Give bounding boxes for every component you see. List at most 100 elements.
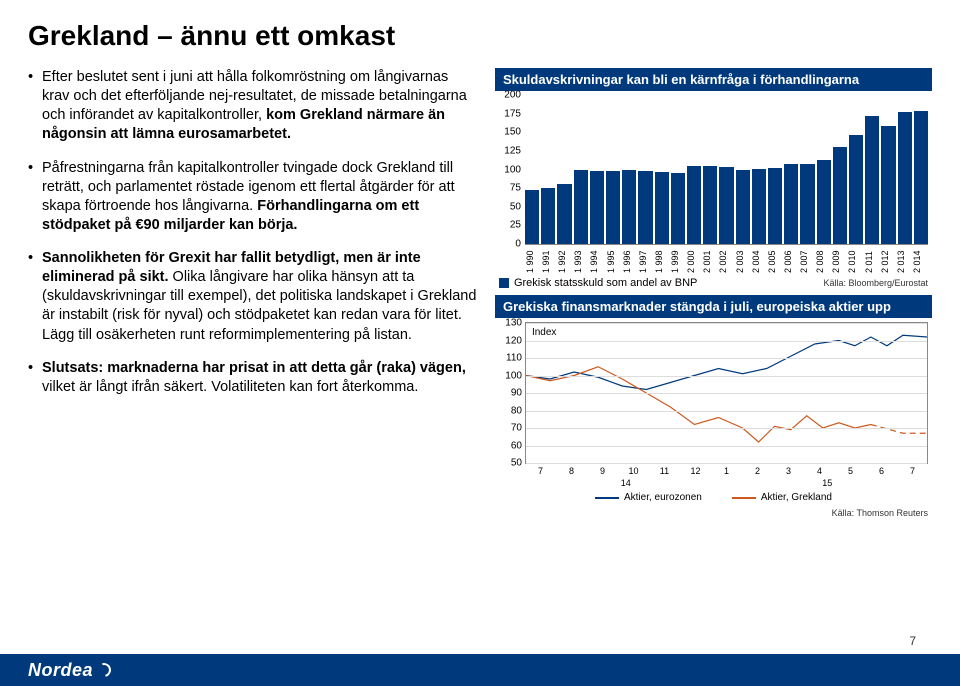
y-tick: 100 xyxy=(505,370,522,381)
bar xyxy=(655,172,669,244)
bullet-item: Efter beslutet sent i juni att hålla fol… xyxy=(28,68,477,145)
logo: Nordea xyxy=(28,660,111,681)
bullet-dot xyxy=(28,359,42,397)
page-number: 7 xyxy=(909,634,916,648)
chart1-source: Källa: Bloomberg/Eurostat xyxy=(823,278,928,288)
x-tick: 2 008 xyxy=(815,247,831,277)
page-title: Grekland – ännu ett omkast xyxy=(28,20,932,52)
x-tick: 1 999 xyxy=(670,247,686,277)
x-tick: 2 001 xyxy=(702,247,718,277)
bar-chart: 0255075100125150175200 1 9901 9911 9921 … xyxy=(495,95,932,285)
y-tick: 200 xyxy=(504,90,521,101)
bullet-item: Slutsats: marknaderna har prisat in att … xyxy=(28,359,477,397)
x-tick: 1 998 xyxy=(654,247,670,277)
bullet-dot xyxy=(28,249,42,345)
y-tick: 0 xyxy=(515,239,521,250)
bar xyxy=(865,116,879,244)
x-tick: 2 003 xyxy=(735,247,751,277)
x-tick: 2 009 xyxy=(831,247,847,277)
chart1-title: Skuldavskrivningar kan bli en kärnfråga … xyxy=(495,68,932,91)
x-tick: 7 xyxy=(525,466,556,476)
gridline xyxy=(526,428,927,429)
bar xyxy=(687,166,701,244)
x-tick: 12 xyxy=(680,466,711,476)
text-column: Efter beslutet sent i juni att hålla fol… xyxy=(28,68,477,512)
x-tick: 1 xyxy=(711,466,742,476)
gridline xyxy=(526,411,927,412)
gridline xyxy=(526,358,927,359)
x-tick: 1 995 xyxy=(606,247,622,277)
x-tick: 2 014 xyxy=(912,247,928,277)
footer-bar: Nordea xyxy=(0,654,960,686)
y-tick: 175 xyxy=(504,108,521,119)
y-tick: 25 xyxy=(510,220,521,231)
series-line xyxy=(526,367,871,442)
bar xyxy=(541,188,555,244)
x-tick: 1 993 xyxy=(573,247,589,277)
bar xyxy=(525,190,539,244)
bar xyxy=(736,170,750,244)
y-tick: 100 xyxy=(504,164,521,175)
slide: Grekland – ännu ett omkast Efter beslute… xyxy=(0,0,960,686)
bar xyxy=(606,171,620,244)
bar xyxy=(590,171,604,244)
gridline xyxy=(526,341,927,342)
legend-label: Aktier, eurozonen xyxy=(624,492,702,503)
x-tick: 2 xyxy=(742,466,773,476)
x-tick: 2 007 xyxy=(799,247,815,277)
legend-item: Aktier, eurozonen xyxy=(595,492,702,503)
bar xyxy=(703,166,717,244)
x-tick: 2 013 xyxy=(896,247,912,277)
x-tick: 10 xyxy=(618,466,649,476)
x-tick: 4 xyxy=(804,466,835,476)
x-tick: 11 xyxy=(649,466,680,476)
x-tick: 2 012 xyxy=(880,247,896,277)
y-tick: 130 xyxy=(505,318,522,329)
x-tick: 1 991 xyxy=(541,247,557,277)
body-columns: Efter beslutet sent i juni att hålla fol… xyxy=(28,68,932,512)
legend-label: Grekisk statsskuld som andel av BNP xyxy=(514,277,697,289)
y-tick: 50 xyxy=(510,201,521,212)
gridline xyxy=(526,446,927,447)
x-tick: 1 996 xyxy=(622,247,638,277)
x-tick: 2 006 xyxy=(783,247,799,277)
charts-column: Skuldavskrivningar kan bli en kärnfråga … xyxy=(495,68,932,512)
y-tick: 60 xyxy=(511,440,522,451)
bar xyxy=(574,170,588,245)
bar xyxy=(768,168,782,244)
x-tick: 2 011 xyxy=(864,247,880,277)
legend-line xyxy=(732,497,756,499)
bar xyxy=(719,167,733,244)
x-tick: 6 xyxy=(866,466,897,476)
y-tick: 50 xyxy=(511,458,522,469)
y-tick: 90 xyxy=(511,388,522,399)
y-tick: 80 xyxy=(511,405,522,416)
bullet-dot xyxy=(28,159,42,236)
x-tick: 8 xyxy=(556,466,587,476)
y-tick: 110 xyxy=(506,353,522,364)
bar xyxy=(752,169,766,244)
x-tick: 1 997 xyxy=(638,247,654,277)
gridline xyxy=(526,323,927,324)
bar xyxy=(784,164,798,244)
x-tick: 9 xyxy=(587,466,618,476)
bullet-text: Efter beslutet sent i juni att hålla fol… xyxy=(42,68,477,145)
chart2-title: Grekiska finansmarknader stängda i juli,… xyxy=(495,295,932,318)
bar xyxy=(881,126,895,244)
chart2-source: Källa: Thomson Reuters xyxy=(832,508,928,518)
y-tick: 70 xyxy=(511,423,522,434)
x-tick: 2 002 xyxy=(718,247,734,277)
bar xyxy=(557,184,571,244)
x-tick: 2 010 xyxy=(847,247,863,277)
legend-line xyxy=(595,497,619,499)
gridline xyxy=(526,376,927,377)
x-tick: 7 xyxy=(897,466,928,476)
bar xyxy=(638,171,652,244)
legend-item: Aktier, Grekland xyxy=(732,492,832,503)
legend-swatch xyxy=(499,278,509,288)
series-line xyxy=(526,335,927,389)
bar xyxy=(817,160,831,244)
bar xyxy=(671,173,685,244)
bullet-text: Sannolikheten för Grexit har fallit bety… xyxy=(42,249,477,345)
line-chart: 5060708090100110120130 Index 78910111212… xyxy=(495,322,932,512)
